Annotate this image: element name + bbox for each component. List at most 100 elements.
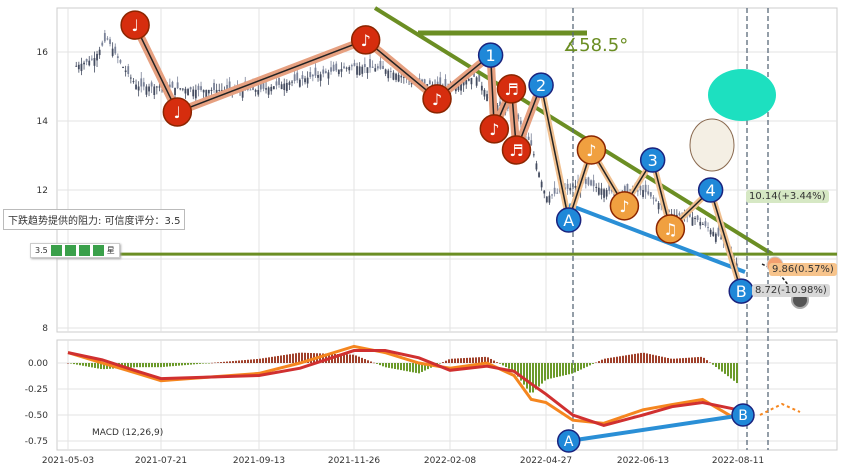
- candle: [696, 215, 699, 220]
- candle: [259, 82, 262, 90]
- candle: [566, 183, 569, 189]
- candle: [150, 82, 153, 87]
- candle: [530, 140, 533, 146]
- candle: [467, 78, 470, 81]
- candle: [205, 89, 208, 98]
- wave-marker: [609, 191, 640, 221]
- macd-histogram-bar: [364, 359, 366, 363]
- candle: [595, 186, 598, 188]
- macd-histogram-bar: [274, 356, 276, 363]
- macd-histogram-bar: [514, 363, 516, 373]
- candle: [124, 70, 127, 73]
- candle: [228, 81, 231, 90]
- macd-histogram-bar: [544, 363, 546, 381]
- candle: [85, 59, 88, 62]
- mascot-paddle-icon: [708, 69, 776, 121]
- macd-panel: [56, 339, 838, 451]
- macd-histogram-bar: [658, 356, 660, 363]
- candle: [704, 221, 707, 226]
- candle: [540, 181, 543, 188]
- candle: [75, 65, 78, 67]
- macd-histogram-bar: [310, 353, 312, 363]
- macd-histogram-bar: [607, 358, 609, 363]
- candle: [200, 86, 202, 90]
- macd-histogram-bar: [547, 363, 549, 380]
- macd-histogram-bar: [655, 355, 657, 363]
- candle: [639, 185, 642, 191]
- macd-histogram-bar: [664, 357, 666, 363]
- candle: [499, 101, 501, 107]
- candle: [220, 89, 223, 91]
- macd-y-tick-label: -0.25: [25, 385, 48, 395]
- candle: [197, 85, 200, 90]
- macd-histogram-bar: [130, 363, 132, 368]
- candle: [603, 189, 605, 198]
- macd-histogram-bar: [403, 363, 405, 371]
- candle: [423, 79, 426, 84]
- candle: [278, 77, 280, 85]
- macd-histogram-bar: [709, 362, 711, 363]
- target-down-label: 8.72(-10.98%): [752, 284, 830, 297]
- candle: [478, 72, 481, 82]
- macd-histogram-bar: [205, 363, 207, 364]
- candle: [317, 75, 319, 78]
- wave-marker-label: ♪: [619, 197, 629, 216]
- candle: [642, 190, 644, 197]
- wave-marker-label: ♬: [509, 141, 523, 160]
- wave-marker: [496, 74, 527, 104]
- macd-histogram-bar: [613, 357, 615, 363]
- macd-histogram-bar: [583, 363, 585, 369]
- resistance-callout: 下跌趋势提供的阻力: 可信度评分：3.5: [3, 209, 186, 230]
- candle: [127, 66, 130, 75]
- candle: [88, 60, 91, 66]
- candle: [647, 191, 650, 195]
- wave-marker-label: ♩: [174, 103, 182, 122]
- wave-marker-label: ♬: [504, 80, 518, 99]
- macd-histogram-bar: [589, 363, 591, 366]
- candle: [366, 67, 369, 74]
- macd-histogram-bar: [445, 360, 447, 363]
- candle: [652, 197, 655, 199]
- macd-histogram-bar: [160, 363, 162, 368]
- candle: [623, 186, 626, 193]
- macd-histogram-bar: [190, 363, 192, 365]
- candle: [345, 67, 348, 69]
- macd-histogram-bar: [208, 363, 210, 364]
- candle: [343, 66, 345, 69]
- candle: [285, 82, 288, 92]
- macd-histogram-bar: [124, 363, 126, 368]
- macd-histogram-bar: [379, 363, 381, 366]
- candle: [369, 59, 371, 68]
- candle: [668, 210, 670, 212]
- candle: [587, 177, 590, 185]
- candle: [678, 213, 681, 216]
- wave-marker: [422, 84, 452, 114]
- macd-histogram-bar: [265, 357, 267, 363]
- macd-histogram-bar: [472, 357, 474, 363]
- candle: [527, 136, 530, 140]
- candle: [707, 227, 709, 229]
- macd-histogram-bar: [517, 363, 519, 377]
- macd-histogram-bar: [685, 357, 687, 363]
- macd-histogram-bar: [163, 363, 165, 367]
- candle: [569, 187, 572, 191]
- macd-histogram-bar: [391, 363, 393, 369]
- candle: [657, 203, 660, 210]
- macd-histogram-bar: [175, 363, 177, 366]
- macd-histogram-bar: [412, 363, 414, 373]
- candle: [314, 67, 317, 76]
- wave-marker-label: 4: [706, 181, 716, 200]
- macd-histogram-bar: [214, 362, 216, 364]
- macd-histogram-bar: [157, 363, 159, 368]
- candle: [298, 79, 301, 87]
- macd-histogram-bar: [565, 363, 567, 375]
- macd-histogram-bar: [451, 358, 453, 363]
- macd-histogram-bar: [220, 362, 222, 363]
- candle: [309, 71, 312, 77]
- candle: [189, 87, 192, 90]
- candle: [179, 88, 182, 90]
- macd-histogram-bar: [511, 363, 513, 371]
- macd-histogram-bar: [505, 363, 507, 368]
- target-up-label: 10.14(+3.44%): [746, 190, 829, 203]
